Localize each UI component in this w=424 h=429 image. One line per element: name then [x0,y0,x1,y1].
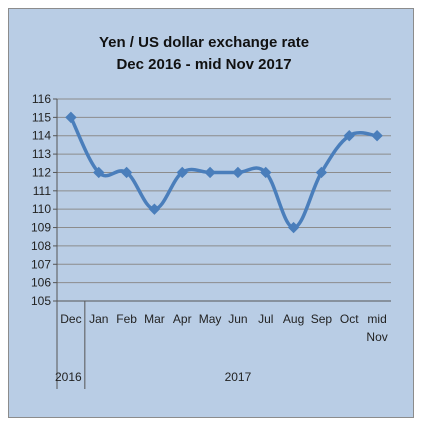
data-point-marker [204,166,216,179]
y-tick-label: 109 [31,221,51,235]
data-point-marker [148,203,161,215]
data-point-marker [287,221,300,234]
data-point-marker [176,166,188,179]
data-point-marker [65,111,77,124]
series-markers [65,111,383,234]
data-point-marker [120,166,133,179]
chart-title-line-2: Dec 2016 - mid Nov 2017 [116,56,291,73]
y-tick-label: 112 [32,165,51,179]
data-point-marker [371,130,383,142]
data-point-marker [260,166,272,179]
data-point-marker [315,166,328,179]
y-tick-label: 116 [32,92,51,106]
x-tick-label: Sep [311,312,333,326]
chart-frame: Yen / US dollar exchange rate Dec 2016 -… [8,8,414,418]
x-group-label: 2017 [225,370,252,384]
x-tick-label: Nov [366,330,387,344]
x-tick-label: Jul [258,312,273,326]
x-tick-label: mid [367,312,386,326]
data-point-marker [93,166,105,179]
axes [53,98,391,389]
x-tick-label: May [199,312,222,326]
y-tick-label: 111 [33,184,52,198]
y-tick-label: 115 [32,110,51,124]
y-tick-label: 113 [32,147,51,161]
x-tick-label: Aug [283,312,304,326]
x-group-label: 2016 [55,370,82,384]
data-point-marker [343,130,355,142]
x-tick-label: Feb [116,312,137,326]
y-tick-label: 105 [31,294,51,308]
y-tick-label: 107 [31,257,51,271]
x-tick-label: Jun [228,312,247,326]
chart-title-line-1: Yen / US dollar exchange rate [99,34,309,51]
x-tick-label: Oct [340,312,359,326]
line-chart: Yen / US dollar exchange rate Dec 2016 -… [31,34,391,389]
y-tick-label: 110 [32,202,51,216]
x-tick-label: Apr [173,312,192,326]
x-tick-label: Dec [60,312,81,326]
y-tick-label: 108 [31,239,51,253]
x-tick-label: Jan [89,312,108,326]
y-tick-label: 106 [31,276,51,290]
x-tick-label: Mar [144,312,165,326]
grid-lines [57,98,391,284]
y-tick-label: 114 [32,129,51,143]
tick-labels: 105 106 107 108 109 110 111 112 113 114 115 116 Dec J… [31,92,388,384]
data-point-marker [232,166,244,179]
